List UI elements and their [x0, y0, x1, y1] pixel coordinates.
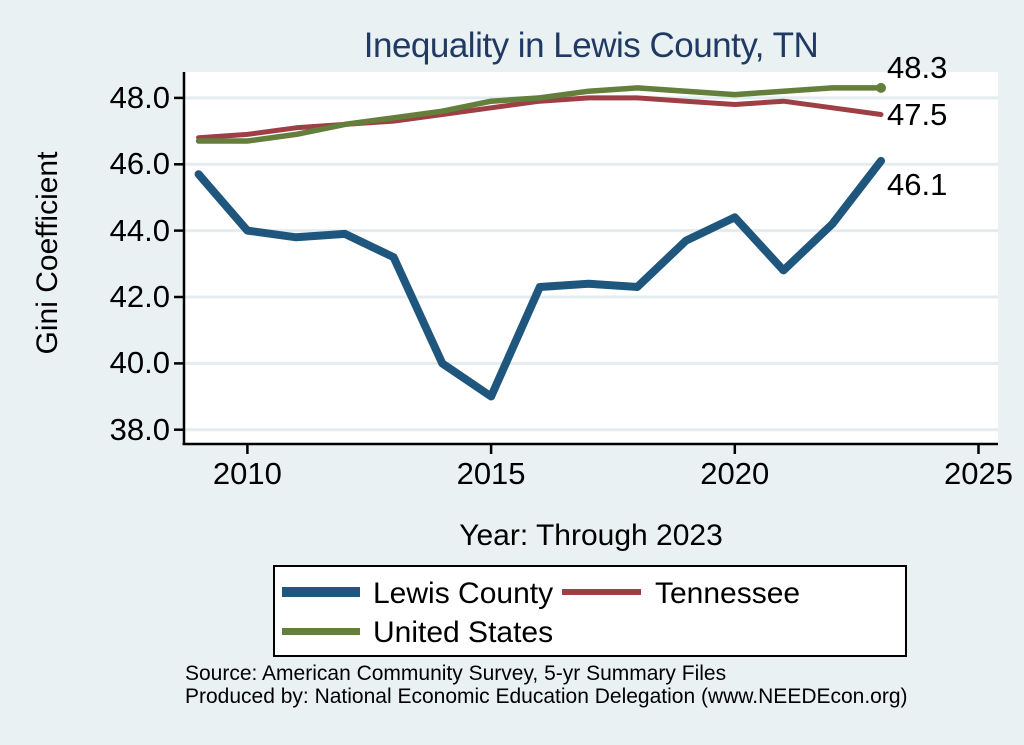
legend-label-tennessee: Tennessee: [655, 577, 801, 610]
y-tick-label: 42.0: [109, 278, 170, 314]
y-axis-title: Gini Coefficient: [31, 151, 64, 355]
legend-swatch-lewis-county: [282, 587, 360, 597]
end-value-label: 48.3: [887, 49, 948, 85]
legend-swatch-united-states: [282, 628, 360, 635]
y-tick-label: 38.0: [109, 411, 170, 447]
y-tick-label: 48.0: [109, 79, 170, 115]
chart-title: Inequality in Lewis County, TN: [363, 26, 819, 65]
x-tick-label: 2015: [456, 456, 526, 491]
x-tick-label: 2010: [212, 456, 282, 491]
legend-box: [273, 565, 907, 657]
end-value-label: 46.1: [887, 166, 948, 202]
y-tick-label: 44.0: [109, 212, 170, 248]
x-axis-title: Year: Through 2023: [459, 519, 723, 552]
legend-swatch-tennessee: [562, 589, 641, 595]
y-tick-label: 40.0: [109, 345, 170, 381]
y-tick-label: 46.0: [109, 146, 170, 182]
legend-label-united-states: United States: [373, 616, 554, 649]
legend-label-lewis-county: Lewis County: [373, 577, 554, 610]
source-line: Source: American Community Survey, 5-yr …: [185, 662, 727, 685]
produced-by-line: Produced by: National Economic Education…: [185, 685, 908, 708]
x-tick-label: 2025: [944, 456, 1013, 491]
source-note: Source: American Community Survey, 5-yr …: [185, 662, 908, 708]
end-value-label: 47.5: [887, 97, 948, 133]
x-tick-label: 2020: [700, 456, 770, 491]
